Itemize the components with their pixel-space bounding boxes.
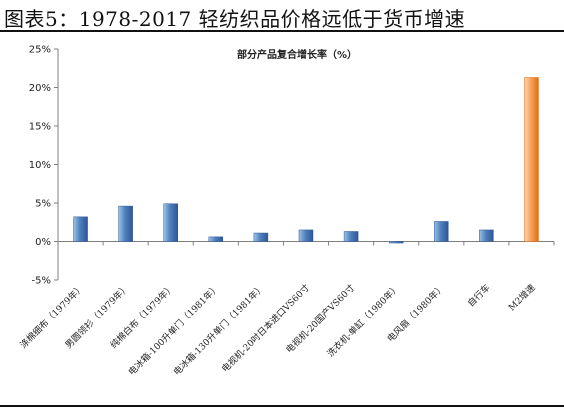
y-tick-label: 25% <box>29 45 51 56</box>
chart-title: 部分产品复合增长率（%） <box>237 48 357 61</box>
x-tick-labels: 涤棉细布（1979年）男圆领衫（1979年）纯棉白布（1979年）电冰箱-100… <box>17 282 537 378</box>
bar-chart: 部分产品复合增长率（%） -5% 0% 5% 10% 15% 20% 25% 涤棉细布（19… <box>17 45 555 378</box>
bar-4 <box>208 236 224 242</box>
x-tick-label: 洗衣机-单缸（1980年） <box>325 282 403 360</box>
bar-1 <box>73 216 88 242</box>
bar-9 <box>434 221 449 242</box>
x-tick-label: M2增速 <box>506 282 538 314</box>
chart-axes: -5% 0% 5% 10% 15% 20% 25% <box>29 45 555 287</box>
y-tick-label: 20% <box>29 83 51 94</box>
bar-8 <box>388 241 404 244</box>
x-tick-label: 自行车 <box>465 282 493 310</box>
y-tick-label: 5% <box>35 199 51 210</box>
x-tick-label: 电冰箱-100升单门（1981年） <box>126 282 222 378</box>
y-tick-label: 0% <box>35 237 51 248</box>
figure-header: 图表5：1978-2017 轻纺织品价格远低于货币增速 <box>0 0 564 34</box>
bar-11 <box>524 77 539 242</box>
bar-3 <box>163 203 178 242</box>
x-tick-label: 电视机-20吋日本进口VS60寸 <box>219 282 312 375</box>
bar-7 <box>343 231 359 242</box>
y-tick-label: -5% <box>32 276 51 287</box>
title-divider <box>0 30 564 32</box>
chart-bars <box>73 77 539 244</box>
x-tick-label: 电冰箱-130升单门（1981年） <box>171 282 267 378</box>
figure-title: 图表5：1978-2017 轻纺织品价格远低于货币增速 <box>4 7 466 31</box>
bottom-divider <box>0 405 564 407</box>
y-tick-label: 10% <box>29 160 51 171</box>
bar-5 <box>253 232 269 242</box>
y-tick-label: 15% <box>29 122 51 133</box>
bar-6 <box>298 229 314 242</box>
bar-10 <box>479 229 494 242</box>
bar-2 <box>118 205 133 242</box>
